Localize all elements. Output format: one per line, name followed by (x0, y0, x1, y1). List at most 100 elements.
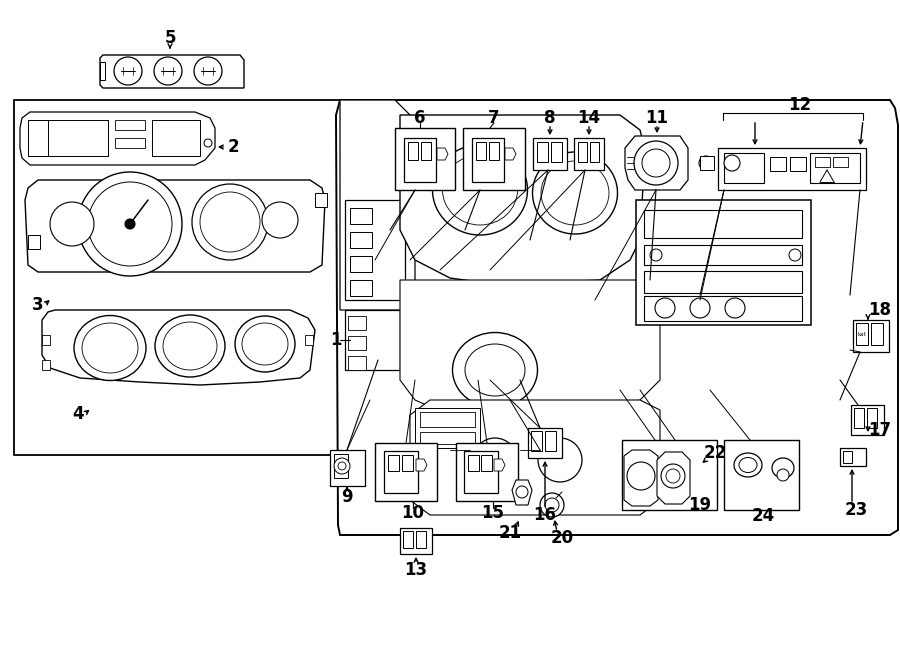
Circle shape (194, 57, 222, 85)
Text: 13: 13 (404, 561, 428, 579)
Text: 19: 19 (688, 496, 712, 514)
Bar (724, 153, 764, 183)
Circle shape (334, 458, 350, 474)
Bar (770, 157, 786, 171)
Text: 11: 11 (645, 109, 669, 127)
Text: kat: kat (858, 332, 867, 336)
Bar (854, 408, 864, 428)
Circle shape (627, 462, 655, 490)
Bar (856, 323, 868, 345)
Polygon shape (410, 400, 660, 515)
Circle shape (442, 432, 478, 468)
Circle shape (634, 141, 678, 185)
Bar (590, 142, 599, 162)
Bar (871, 323, 883, 345)
Circle shape (661, 464, 685, 488)
Circle shape (699, 156, 713, 170)
Circle shape (540, 493, 564, 517)
Bar (851, 405, 884, 435)
Text: 8: 8 (544, 109, 556, 127)
Bar (28, 120, 108, 156)
Polygon shape (400, 280, 660, 430)
Bar (531, 431, 542, 451)
Bar (718, 148, 866, 190)
Bar (468, 455, 479, 471)
Bar (644, 210, 802, 238)
Text: 12: 12 (788, 96, 812, 114)
Bar (843, 451, 852, 463)
Circle shape (50, 202, 94, 246)
Circle shape (338, 462, 346, 470)
Bar (456, 443, 518, 501)
Bar (489, 142, 499, 160)
Circle shape (650, 249, 662, 261)
Bar (115, 120, 145, 130)
Ellipse shape (443, 155, 518, 225)
Circle shape (725, 298, 745, 318)
Bar (388, 455, 399, 471)
Bar (100, 62, 105, 80)
Polygon shape (437, 148, 448, 160)
Bar (420, 412, 475, 427)
Bar (636, 200, 811, 325)
Text: 5: 5 (164, 29, 176, 47)
Bar (416, 531, 426, 548)
Text: 16: 16 (534, 506, 556, 524)
Text: 20: 20 (551, 529, 573, 547)
Text: 21: 21 (499, 524, 522, 542)
Polygon shape (512, 480, 532, 505)
Ellipse shape (163, 322, 217, 370)
Bar (700, 156, 714, 170)
Bar (402, 455, 413, 471)
Polygon shape (400, 115, 645, 285)
Ellipse shape (433, 145, 527, 235)
Bar (334, 454, 348, 478)
Bar (420, 432, 475, 444)
Circle shape (262, 202, 298, 238)
Circle shape (545, 498, 559, 512)
Text: 2: 2 (227, 138, 239, 156)
Ellipse shape (242, 323, 288, 365)
Polygon shape (625, 136, 688, 190)
Bar (315, 193, 327, 207)
Bar (348, 336, 366, 350)
Bar (14, 100, 360, 455)
Bar (345, 200, 405, 300)
Bar (476, 142, 486, 160)
Ellipse shape (734, 453, 762, 477)
Bar (350, 232, 372, 248)
Bar (853, 320, 889, 352)
Bar (330, 450, 365, 486)
Circle shape (88, 182, 172, 266)
Circle shape (204, 139, 212, 147)
Circle shape (192, 184, 268, 260)
Text: 23: 23 (844, 501, 868, 519)
Circle shape (78, 172, 182, 276)
Circle shape (642, 149, 670, 177)
Bar (400, 528, 432, 554)
Polygon shape (25, 180, 325, 272)
Polygon shape (505, 148, 516, 160)
Ellipse shape (155, 315, 225, 377)
Bar (810, 153, 860, 183)
Bar (403, 531, 413, 548)
Bar (345, 310, 400, 370)
Polygon shape (657, 452, 690, 504)
Bar (644, 245, 802, 265)
Bar (840, 448, 866, 466)
Bar (350, 208, 372, 224)
Circle shape (538, 438, 582, 482)
Ellipse shape (533, 152, 617, 234)
Text: 6: 6 (414, 109, 426, 127)
Bar (350, 280, 372, 296)
Polygon shape (42, 310, 315, 385)
Ellipse shape (235, 316, 295, 372)
Text: 7: 7 (488, 109, 500, 127)
Polygon shape (416, 459, 427, 471)
Bar (578, 142, 587, 162)
Circle shape (777, 469, 789, 481)
Bar (867, 408, 877, 428)
Bar (28, 235, 40, 249)
Bar (115, 138, 145, 148)
Circle shape (154, 57, 182, 85)
